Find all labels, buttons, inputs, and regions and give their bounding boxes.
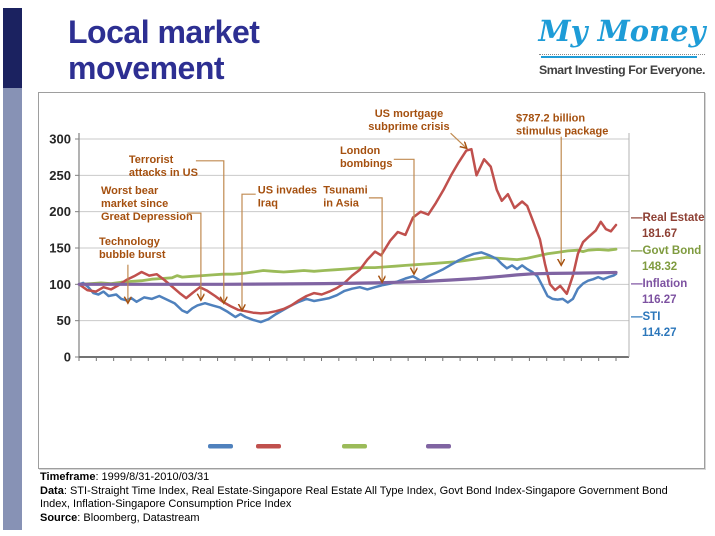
legend-entry-value: 114.27	[642, 326, 677, 339]
series-inflation	[77, 270, 618, 286]
legend-entry-real-estate: —Real Estate 181.67	[631, 211, 705, 242]
legend-entry-value: 181.67	[642, 227, 678, 240]
brand-tagline: Smart Investing For Everyone.	[538, 63, 706, 77]
footer-source: Source: Bloomberg, Datastream	[40, 512, 672, 526]
y-tick-label: 50	[57, 313, 71, 328]
brand-dotted-rule	[539, 54, 705, 55]
left-accent-bar-dark	[3, 8, 22, 88]
chart-legend-right: —Real Estate 181.67 —Govt Bond 148.32 —Infla…	[631, 211, 705, 343]
annotation-label-iraq-invasion: US invades Iraq	[258, 184, 317, 209]
series-real-estate	[77, 147, 618, 315]
footer-timeframe: Timeframe: 1999/8/31-2010/03/31	[40, 471, 672, 485]
annotation-label-tech-bubble: Technology bubble burst	[99, 236, 166, 261]
footer-source-text: : Bloomberg, Datastream	[77, 511, 200, 524]
page-title-line2: movement	[68, 50, 225, 86]
brand-underline	[541, 56, 697, 58]
legend-entry-name: —STI	[631, 311, 661, 323]
annotation-connector-subprime-crisis	[450, 132, 467, 148]
legend-entry-sti: —STI 114.27	[631, 310, 703, 341]
legend-entry-govt-bond: —Govt Bond 148.32	[631, 244, 703, 275]
brand-logo: My Money Smart Investing For Everyone.	[537, 8, 707, 77]
annotation-connector-london-bombings	[393, 158, 414, 274]
market-line-chart: 0 50 100 150 200 250 300 Technology bubble burst…	[49, 108, 630, 449]
annotation-connector-tsunami	[368, 197, 382, 282]
annotation-label-bear-market: Worst bear market since Great Depression	[101, 185, 193, 223]
legend-entry-inflation: —Inflation 116.27	[631, 277, 703, 308]
annotation-label-subprime-crisis: US mortgage subprime crisis	[368, 108, 449, 133]
legend-entry-name: —Inflation	[631, 278, 688, 290]
footer-data-label: Data	[40, 484, 64, 497]
annotation-connector-iraq-invasion	[242, 193, 256, 310]
annotation-label-stimulus-package: $787.2 billion stimulus package	[516, 112, 608, 137]
legend-bottom-marker-real-estate	[256, 444, 281, 449]
annotation-label-london-bombings: London bombings	[340, 145, 393, 170]
annotation-label-tsunami: Tsunami in Asia	[323, 184, 367, 209]
annotation-connector-bear-market	[187, 212, 201, 300]
y-tick-label: 200	[49, 204, 71, 219]
footer-timeframe-label: Timeframe	[40, 471, 96, 483]
legend-entry-value: 116.27	[642, 293, 677, 306]
legend-entry-name: —Govt Bond	[631, 245, 702, 257]
page-title: Local market movement	[68, 14, 260, 86]
y-tick-label: 0	[64, 350, 71, 365]
y-tick-label: 250	[49, 168, 71, 183]
series-govt-bond	[77, 247, 618, 286]
annotation-connector-terrorist-attacks	[195, 160, 224, 303]
chart-panel: 0 50 100 150 200 250 300 Technology bubble burst…	[38, 92, 705, 469]
footer-notes: Timeframe: 1999/8/31-2010/03/31 Data: ST…	[40, 471, 672, 525]
footer-data-text: : STI-Straight Time Index, Real Estate-S…	[40, 484, 668, 511]
page-title-line1: Local market	[68, 14, 260, 50]
left-accent-bar-light	[3, 88, 22, 530]
brand-name: My Money	[538, 14, 706, 48]
footer-source-label: Source	[40, 511, 78, 524]
footer-timeframe-text: : 1999/8/31-2010/03/31	[95, 471, 210, 483]
legend-bottom-marker-govt-bond	[342, 444, 367, 449]
legend-entry-name: —Real Estate	[631, 212, 705, 224]
legend-entry-value: 148.32	[642, 260, 678, 273]
legend-bottom-marker-inflation	[426, 444, 451, 449]
y-tick-label: 100	[49, 277, 71, 292]
annotation-label-terrorist-attacks: Terrorist attacks in US	[129, 154, 198, 179]
y-tick-label: 300	[49, 132, 71, 147]
legend-bottom-marker-sti	[208, 444, 233, 449]
y-tick-label: 150	[49, 241, 71, 256]
footer-data: Data: STI-Straight Time Index, Real Esta…	[40, 485, 672, 512]
series-sti	[77, 251, 618, 324]
